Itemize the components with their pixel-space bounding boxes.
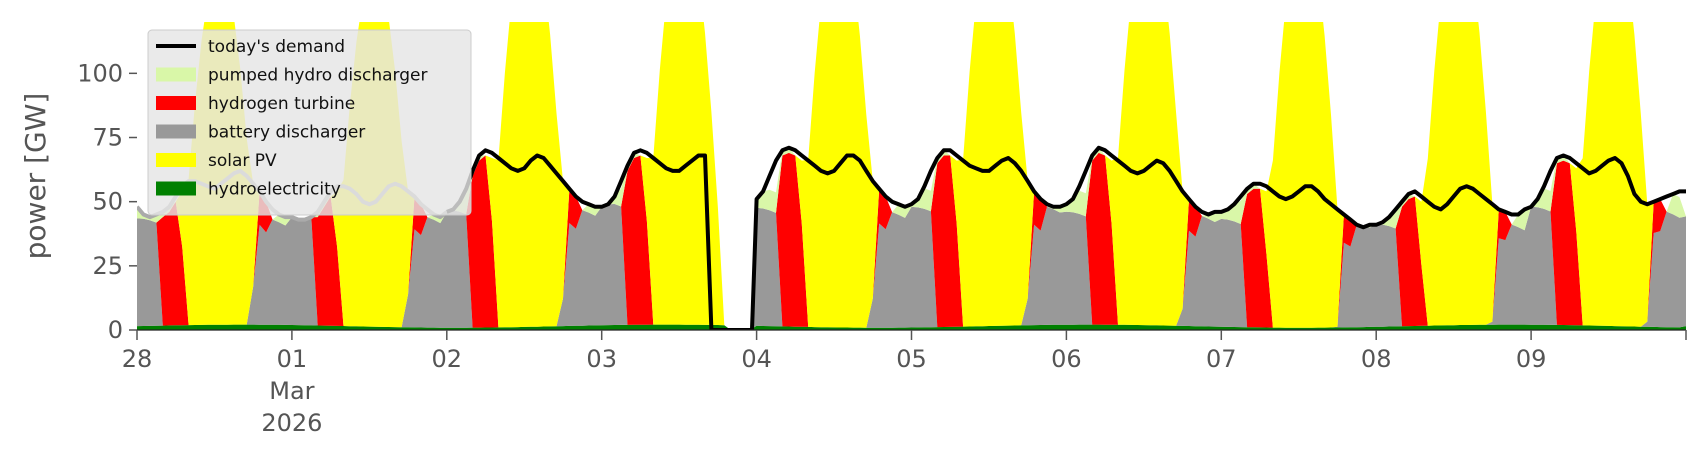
x-tick-label: 04 xyxy=(741,345,772,373)
demand-line xyxy=(446,145,1686,330)
x-tick-label: 07 xyxy=(1206,345,1237,373)
legend-label: pumped hydro discharger xyxy=(208,66,427,86)
x-tick-label: 02 xyxy=(432,345,463,373)
battery-discharger-area xyxy=(137,204,1686,330)
legend: today's demand pumped hydro discharger hyd… xyxy=(147,29,472,216)
y-tick-label: 75 xyxy=(92,124,123,152)
legend-label: solar PV xyxy=(208,151,277,171)
x-tick-label: Mar xyxy=(269,377,314,405)
legend-label: battery discharger xyxy=(208,123,365,143)
x-tick-label: 03 xyxy=(586,345,617,373)
y-tick-label: 25 xyxy=(92,252,123,280)
legend-label: hydroelectricity xyxy=(208,180,341,200)
legend-label: today's demand xyxy=(208,37,345,57)
x-tick-label: 28 xyxy=(122,345,153,373)
hydroelectricity-area xyxy=(137,324,1686,330)
y-tick-label: 0 xyxy=(108,316,123,344)
y-tick-label: 100 xyxy=(77,59,123,87)
legend-swatch xyxy=(156,67,196,82)
y-axis-label: power [GW] xyxy=(19,93,52,260)
x-tick-label: 05 xyxy=(896,345,927,373)
legend-label: hydrogen turbine xyxy=(208,94,355,114)
axes: 0 25 50 75 100 power [GW] 28 01 Mar 2026 02 03 04 05 0… xyxy=(19,59,1687,437)
x-tick-label: 06 xyxy=(1051,345,1082,373)
legend-swatch xyxy=(156,181,196,196)
legend-swatch xyxy=(156,96,196,110)
legend-box xyxy=(147,29,472,216)
x-tick-label: 01 xyxy=(277,345,308,373)
x-tick-label: 2026 xyxy=(261,409,322,437)
x-tick-label: 08 xyxy=(1361,345,1392,373)
y-tick-label: 50 xyxy=(92,188,123,216)
stacked-areas xyxy=(137,22,1686,330)
solar-pv-area xyxy=(137,22,1686,330)
x-tick-label: 09 xyxy=(1516,345,1547,373)
legend-swatch xyxy=(156,153,196,167)
legend-swatch xyxy=(156,124,196,139)
